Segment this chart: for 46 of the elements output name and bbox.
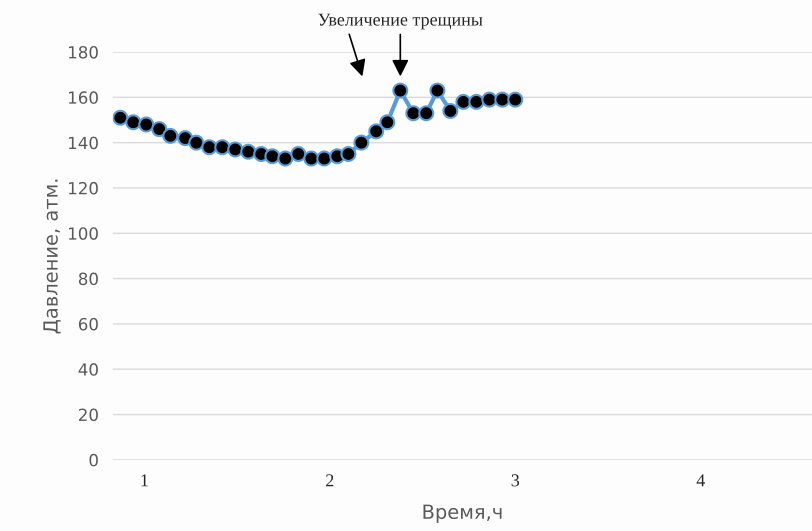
y-tick-label: 160: [68, 91, 98, 104]
point: [468, 94, 484, 110]
point: [507, 92, 524, 108]
point: [162, 128, 178, 144]
point: [368, 123, 384, 140]
point: [188, 134, 204, 151]
y-tick-label: 140: [68, 136, 98, 150]
y-tick-label: 40: [78, 363, 98, 376]
y-tick-label: 100: [68, 227, 98, 240]
point: [481, 92, 498, 108]
point: [316, 150, 332, 167]
point: [112, 110, 128, 126]
point: [405, 105, 422, 122]
x-tick-label: 2: [326, 474, 334, 486]
point: [494, 92, 510, 108]
x-tick-label: 3: [512, 474, 520, 486]
point: [125, 114, 142, 130]
y-tick-label: 80: [78, 272, 98, 286]
point: [277, 150, 294, 167]
y-tick-label: 180: [68, 46, 98, 59]
point: [303, 150, 320, 167]
point: [442, 102, 458, 119]
point: [201, 139, 218, 156]
point: [151, 121, 168, 138]
text: Увеличение трещины: [318, 14, 483, 30]
point: [264, 148, 280, 164]
point: [379, 114, 396, 130]
y-tick-label: 60: [78, 318, 98, 330]
point: [353, 134, 370, 151]
point: [340, 146, 356, 162]
x-axis-title: Время,ч: [424, 504, 502, 523]
x-tick-label: 1: [141, 474, 148, 486]
y-tick-label: 120: [68, 182, 98, 195]
point: [290, 146, 306, 162]
point: [455, 94, 472, 110]
point: [240, 144, 256, 160]
x-tick-label: 4: [696, 474, 705, 486]
point: [214, 139, 230, 156]
point: [227, 141, 244, 158]
y-tick-label: 0: [89, 454, 98, 466]
y-axis-title: Давление, атм.: [43, 180, 61, 334]
point: [429, 82, 446, 99]
point: [392, 82, 408, 99]
point: [418, 105, 434, 122]
point: [138, 116, 154, 133]
y-tick-label: 20: [78, 408, 98, 422]
